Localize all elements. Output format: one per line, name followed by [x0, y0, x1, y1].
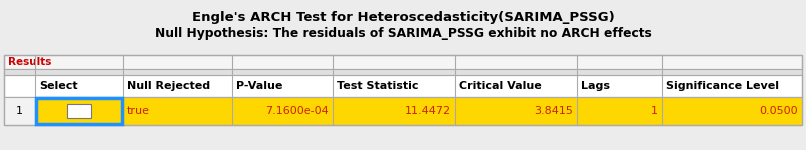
Text: Null Rejected: Null Rejected	[127, 81, 210, 91]
Text: 1: 1	[651, 106, 658, 116]
Bar	[4, 97, 35, 125]
Bar	[36, 98, 123, 124]
Bar	[67, 104, 91, 118]
Text: 1: 1	[16, 106, 23, 116]
Text: Engle's ARCH Test for Heteroscedasticity(SARIMA_PSSG): Engle's ARCH Test for Heteroscedasticity…	[192, 11, 614, 24]
Text: 7.1600e-04: 7.1600e-04	[265, 106, 329, 116]
Text: Significance Level: Significance Level	[666, 81, 779, 91]
Bar	[4, 75, 802, 97]
Bar	[4, 97, 802, 125]
Bar	[4, 55, 802, 125]
Bar	[4, 69, 802, 75]
Text: 3.8415: 3.8415	[534, 106, 573, 116]
Text: Test Statistic: Test Statistic	[337, 81, 418, 91]
Text: Results: Results	[8, 57, 52, 67]
Text: Critical Value: Critical Value	[459, 81, 542, 91]
Text: Select: Select	[39, 81, 77, 91]
Text: 11.4472: 11.4472	[405, 106, 451, 116]
Text: true: true	[127, 106, 150, 116]
Text: Lags: Lags	[581, 81, 610, 91]
Bar	[4, 55, 802, 69]
Text: P-Value: P-Value	[236, 81, 282, 91]
Text: Null Hypothesis: The residuals of SARIMA_PSSG exhibit no ARCH effects: Null Hypothesis: The residuals of SARIMA…	[155, 27, 651, 40]
Text: 0.0500: 0.0500	[759, 106, 798, 116]
